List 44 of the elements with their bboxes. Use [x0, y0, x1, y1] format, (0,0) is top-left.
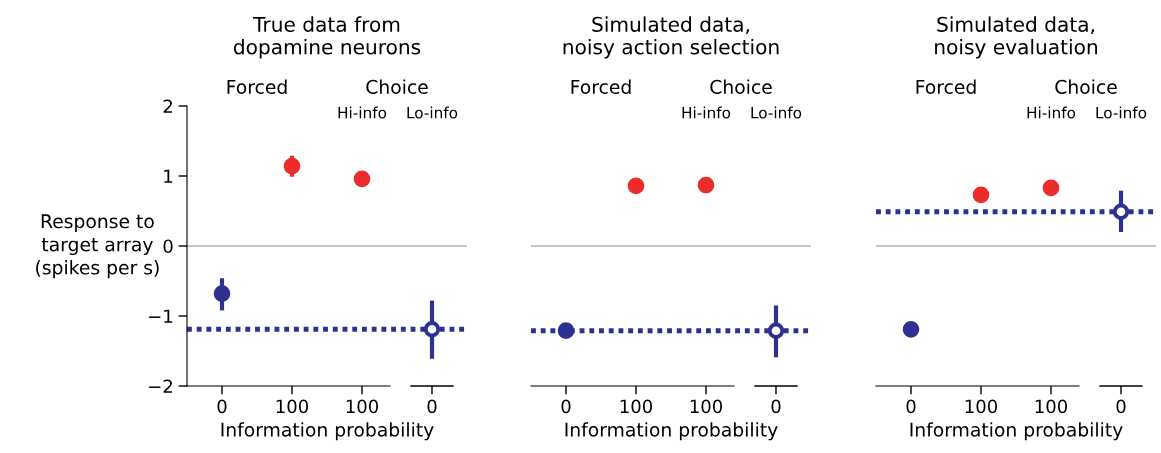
text: Forced [916, 79, 976, 94]
text: Choice [1055, 79, 1117, 94]
annotation: Hi-info [682, 106, 731, 119]
y-tick-label: 1 [164, 169, 173, 183]
x-axis-title: Information probability [565, 422, 778, 441]
x-tick-label: 100 [276, 399, 309, 414]
point [972, 186, 990, 204]
y-axis-title: Response to target array (spikes per s) [36, 214, 159, 279]
x-tick-label: 0 [771, 399, 781, 414]
x-tick-label: 0 [906, 399, 916, 414]
x-tick-label: 0 [561, 399, 571, 414]
x-tick-label: 100 [690, 399, 723, 414]
text: Choice [710, 79, 772, 94]
point [213, 285, 231, 302]
x-tick-label: 100 [620, 399, 653, 414]
point [283, 157, 301, 175]
chart-title: Simulated data, noisy evaluation [935, 16, 1097, 59]
annotation: Lo-info [407, 106, 458, 119]
point [1042, 179, 1060, 197]
x-axis-title: Information probability [221, 422, 434, 441]
text: Forced [571, 79, 631, 94]
y-tick-label: 0 [163, 239, 173, 254]
y-tick-label: 2 [163, 99, 172, 113]
x-tick-label: 0 [427, 399, 437, 414]
point [423, 321, 441, 338]
point [1112, 203, 1130, 220]
text: Choice [366, 79, 428, 94]
annotation: Hi-info [338, 106, 387, 119]
x-tick-label: 100 [346, 399, 379, 414]
chart-title: True data from dopamine neurons [233, 16, 421, 59]
point [902, 320, 920, 338]
x-tick-label: 100 [965, 399, 998, 414]
y-tick-label: −2 [149, 379, 172, 393]
chart-title: Simulated data, noisy action selection [563, 16, 779, 59]
annotation: Lo-info [1096, 106, 1147, 119]
annotation: Lo-info [751, 106, 802, 119]
x-tick-label: 0 [217, 399, 227, 414]
x-tick-label: 0 [1116, 399, 1126, 414]
y-tick-label: −1 [149, 309, 173, 323]
x-tick-label: 100 [1035, 399, 1068, 414]
point [353, 170, 371, 188]
text: Forced [227, 79, 287, 94]
annotation: Hi-info [1027, 106, 1076, 119]
x-axis-title: Information probability [910, 422, 1123, 441]
